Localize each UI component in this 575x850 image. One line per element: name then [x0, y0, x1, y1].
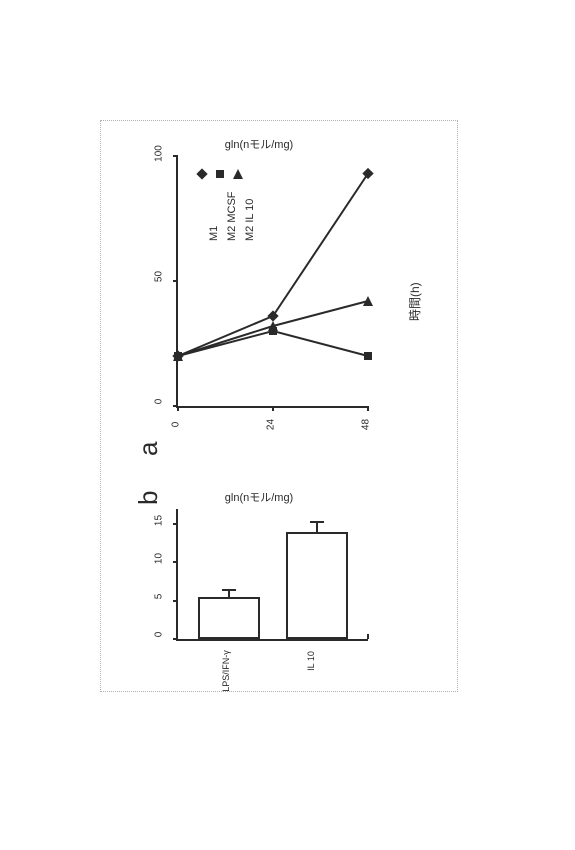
legend-marker-diamond [196, 168, 207, 179]
tick [367, 634, 369, 639]
x-tick-label: 24 [266, 413, 277, 437]
y-tick-label: 50 [154, 265, 165, 289]
y-tick-label: 10 [154, 547, 165, 571]
tick [173, 638, 178, 640]
errorbar [316, 523, 318, 532]
tick [173, 561, 178, 563]
legend-item-m1: M1 [208, 226, 220, 241]
y-axis-label-a: gln(nモル/mg) [179, 136, 339, 152]
y-tick-label: 15 [154, 509, 165, 533]
marker-diamond [267, 310, 278, 321]
tick [272, 406, 274, 411]
figure-box: a gln(nモル/mg) 時間(h) [100, 120, 458, 692]
y-axis-label-b: gln(nモル/mg) [179, 489, 339, 505]
x-tick-label: 48 [361, 413, 372, 437]
plot-area-a: M1 M2 MCSF M2 IL 10 [176, 156, 368, 408]
x-axis-label-a: 時間(h) [406, 282, 423, 321]
y-tick-label: 5 [154, 585, 165, 609]
errorbar-cap [310, 521, 324, 523]
line-chart-svg [178, 156, 368, 406]
bar-il10 [286, 532, 348, 639]
panel-letter-b: b [133, 491, 164, 505]
page: a gln(nモル/mg) 時間(h) [0, 0, 575, 850]
legend-marker-triangle [233, 169, 243, 179]
legend-marker-square [216, 170, 224, 178]
panel-letter-a: a [133, 442, 164, 456]
bar-lps-ifng [198, 597, 260, 639]
plot-area-b [176, 509, 368, 641]
tick [173, 523, 178, 525]
legend-item-m2il10: M2 IL 10 [244, 199, 256, 241]
tick [173, 600, 178, 602]
bar-category-label: LPS/IFN-γ [221, 641, 231, 701]
y-tick-label: 100 [154, 142, 165, 166]
errorbar [228, 591, 230, 597]
y-tick-label: 0 [154, 623, 165, 647]
tick [367, 406, 369, 411]
panel-b: b gln(nモル/mg) [101, 461, 457, 691]
bar-category-label: IL 10 [306, 641, 316, 681]
marker-diamond [362, 168, 373, 179]
errorbar-cap [222, 589, 236, 591]
tick [177, 406, 179, 411]
marker-square [364, 352, 372, 360]
panel-a: a gln(nモル/mg) 時間(h) [101, 121, 457, 461]
legend-item-m2mcsf: M2 MCSF [226, 192, 238, 242]
y-tick-label: 0 [154, 390, 165, 414]
x-tick-label: 0 [171, 413, 182, 437]
